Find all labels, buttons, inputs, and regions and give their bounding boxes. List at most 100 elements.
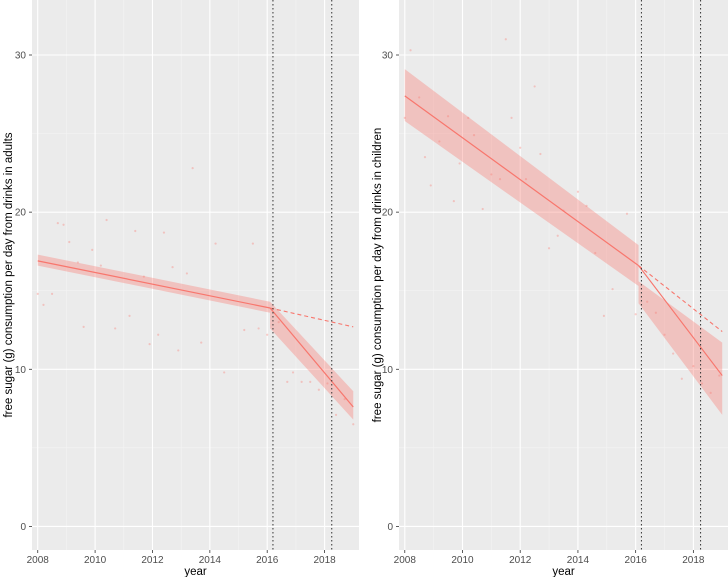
data-point [82,325,85,328]
data-point [680,377,683,380]
confidence-ribbon [270,301,354,420]
x-tick-label: 2012 [141,555,164,566]
y-tick-label: 20 [15,208,27,219]
counterfactual-trend-line [269,307,354,328]
adults-chart-panel: 2008 2010 2012 2014 2016 2018 0 10 20 30 year free … [3,0,359,577]
data-point [300,380,303,383]
data-point [36,292,39,295]
y-axis-title: free sugar (g) consumption per day from … [372,128,384,423]
data-point [467,116,470,119]
data-point [343,398,346,401]
data-point [418,96,421,99]
data-point [663,333,666,336]
y-tick-label: 30 [15,51,27,62]
children-chart-panel: 2008 2010 2012 2014 2016 2018 0 10 20 30 year free … [372,0,728,577]
data-point [585,204,588,207]
data-point [438,140,441,143]
x-tick-label: 2008 [394,555,417,566]
data-point [50,292,54,295]
data-point [352,423,355,426]
data-point [472,134,476,137]
data-point [452,200,455,203]
x-tick-label: 2010 [451,555,474,566]
data-point [56,222,59,225]
data-point [114,327,117,330]
data-point [533,85,536,88]
data-point [625,212,629,215]
data-point [692,365,695,368]
data-point [718,374,721,377]
fitted-trend-line [269,307,354,408]
data-point [481,207,484,211]
x-tick-label: 2010 [84,555,107,566]
data-point [334,413,338,416]
x-tick-label: 2018 [682,555,705,566]
data-point [91,248,94,251]
data-point [446,115,450,118]
x-axis-title: year [552,566,575,577]
confidence-ribbon [37,254,271,313]
data-point [191,167,194,170]
data-point [128,314,131,317]
data-point [223,371,226,374]
data-point [524,178,528,181]
data-point [243,328,246,332]
data-point [594,251,597,255]
data-point [409,49,412,52]
data-point [498,178,502,181]
data-point [171,266,174,269]
data-point [490,173,493,176]
data-point [99,264,102,267]
data-point [510,116,513,119]
data-point [654,311,657,314]
fitted-trend-line [404,95,639,267]
data-point [429,184,432,187]
data-point [62,223,65,226]
x-tick-label: 2012 [509,555,532,566]
data-point [556,234,559,237]
data-point [42,303,45,306]
fitted-trend-line [638,265,723,376]
x-axis-title: year [184,566,207,577]
confidence-ribbon [638,281,723,415]
data-point [672,352,675,355]
data-point [700,382,704,385]
plot-background [399,0,728,550]
data-point [286,380,289,383]
confidence-ribbon [404,69,639,287]
data-point [326,382,329,385]
data-point [611,288,614,291]
x-tick-label: 2018 [313,555,336,566]
data-point [709,391,712,394]
data-point [105,218,108,222]
data-point [317,388,320,391]
y-axis-title: free sugar (g) consumption per day from … [3,132,15,417]
data-point [576,190,580,193]
data-point [157,333,160,336]
data-point [458,162,461,165]
data-point [519,146,522,149]
data-point [504,38,507,41]
data-point [423,156,427,159]
data-point [185,272,188,275]
data-point [602,314,606,317]
data-point [266,333,269,336]
data-point [148,343,151,346]
plot-background [32,0,359,550]
data-point [547,247,551,250]
data-point [134,229,137,233]
data-point [257,327,260,330]
fitted-trend-line [37,260,271,309]
data-point [162,231,166,234]
y-tick-label: 10 [382,365,394,376]
x-tick-label: 2016 [256,555,279,566]
data-point [291,371,295,374]
data-point [251,242,254,245]
data-point [309,380,312,383]
data-point [76,261,79,264]
data-point [177,349,180,352]
data-point [277,321,280,324]
x-tick-label: 2016 [625,555,648,566]
y-tick-label: 0 [20,522,26,533]
